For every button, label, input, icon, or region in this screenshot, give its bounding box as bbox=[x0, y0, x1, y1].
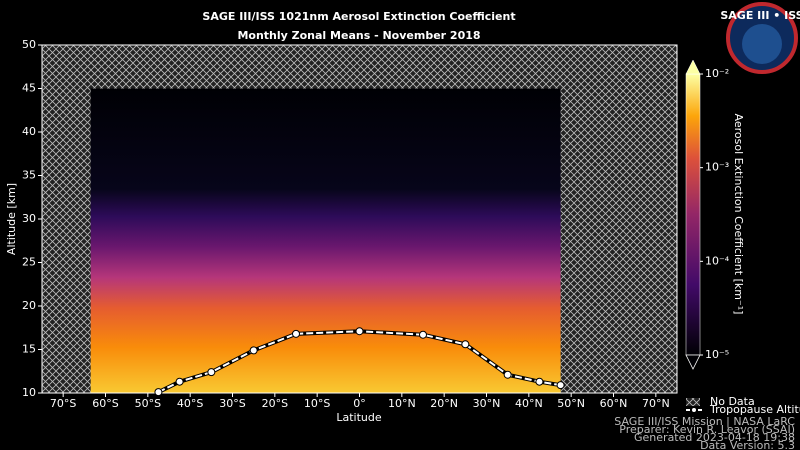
colorbar-tick-label: 10⁻² bbox=[705, 67, 729, 80]
footer-text: Data Version: 5.3 bbox=[700, 439, 795, 450]
tropopause-point bbox=[154, 388, 163, 397]
x-tick-label: 50°N bbox=[557, 397, 585, 410]
tropopause-point bbox=[249, 346, 258, 355]
logo-globe bbox=[742, 24, 782, 64]
legend-label: Tropopause Altitude bbox=[709, 403, 800, 416]
y-tick-label: 15 bbox=[22, 343, 36, 356]
colorbar-tick-label: 10⁻⁴ bbox=[705, 254, 730, 267]
logo-text: SAGE III • ISS bbox=[720, 9, 800, 22]
x-tick-label: 40°N bbox=[515, 397, 543, 410]
x-tick-label: 20°S bbox=[262, 397, 288, 410]
chart-title: SAGE III/ISS 1021nm Aerosol Extinction C… bbox=[202, 10, 515, 23]
colorbar-tick-label: 10⁻⁵ bbox=[705, 348, 729, 361]
colorbar-extend bbox=[685, 354, 701, 370]
tropopause-point bbox=[535, 377, 544, 386]
tropopause-point bbox=[207, 368, 216, 377]
y-tick-label: 40 bbox=[22, 125, 36, 138]
chart-subtitle: Monthly Zonal Means - November 2018 bbox=[237, 29, 480, 42]
x-tick-label: 70°N bbox=[642, 397, 670, 410]
x-tick-label: 20°N bbox=[430, 397, 458, 410]
x-axis-label: Latitude bbox=[336, 411, 382, 424]
tropopause-point bbox=[175, 377, 184, 386]
tropopause-point bbox=[419, 330, 427, 339]
tropopause-point bbox=[355, 327, 364, 336]
x-tick-label: 70°S bbox=[50, 397, 76, 410]
tropopause-point bbox=[556, 381, 565, 390]
x-tick-label: 60°S bbox=[92, 397, 118, 410]
tropopause-point bbox=[292, 329, 300, 338]
y-axis-label: Altitude [km] bbox=[5, 183, 18, 255]
colorbar bbox=[685, 73, 701, 356]
legend-swatch bbox=[686, 398, 700, 406]
legend-label: No Data bbox=[710, 395, 755, 408]
x-tick-label: 30°S bbox=[219, 397, 245, 410]
x-tick-label: 10°S bbox=[304, 397, 330, 410]
y-tick-label: 30 bbox=[22, 212, 36, 225]
y-tick-label: 35 bbox=[22, 169, 36, 182]
data-field bbox=[90, 88, 561, 393]
x-tick-label: 60°N bbox=[600, 397, 628, 410]
y-tick-label: 25 bbox=[22, 256, 36, 269]
colorbar-tick-label: 10⁻³ bbox=[705, 161, 729, 174]
footer-text: Preparer: Kevin R. Leavor (SSAI) bbox=[619, 423, 795, 436]
y-tick-label: 45 bbox=[22, 82, 36, 95]
y-tick-label: 10 bbox=[22, 386, 36, 399]
tropopause-point bbox=[503, 370, 512, 379]
x-tick-label: 30°N bbox=[473, 397, 501, 410]
y-tick-label: 50 bbox=[22, 38, 36, 51]
y-tick-label: 20 bbox=[22, 299, 36, 312]
x-tick-label: 50°S bbox=[135, 397, 161, 410]
x-tick-label: 0° bbox=[353, 397, 366, 410]
x-tick-label: 10°N bbox=[388, 397, 416, 410]
colorbar-label: Aerosol Extinction Coefficient [km⁻¹] bbox=[732, 114, 745, 315]
x-tick-label: 40°S bbox=[177, 397, 203, 410]
legend-marker bbox=[691, 407, 697, 413]
tropopause-point bbox=[461, 340, 470, 349]
footer-text: SAGE III/ISS Mission | NASA LaRC bbox=[614, 415, 795, 428]
colorbar-extend bbox=[685, 59, 701, 75]
footer-text: Generated 2023-04-18 19:38 bbox=[634, 431, 795, 444]
